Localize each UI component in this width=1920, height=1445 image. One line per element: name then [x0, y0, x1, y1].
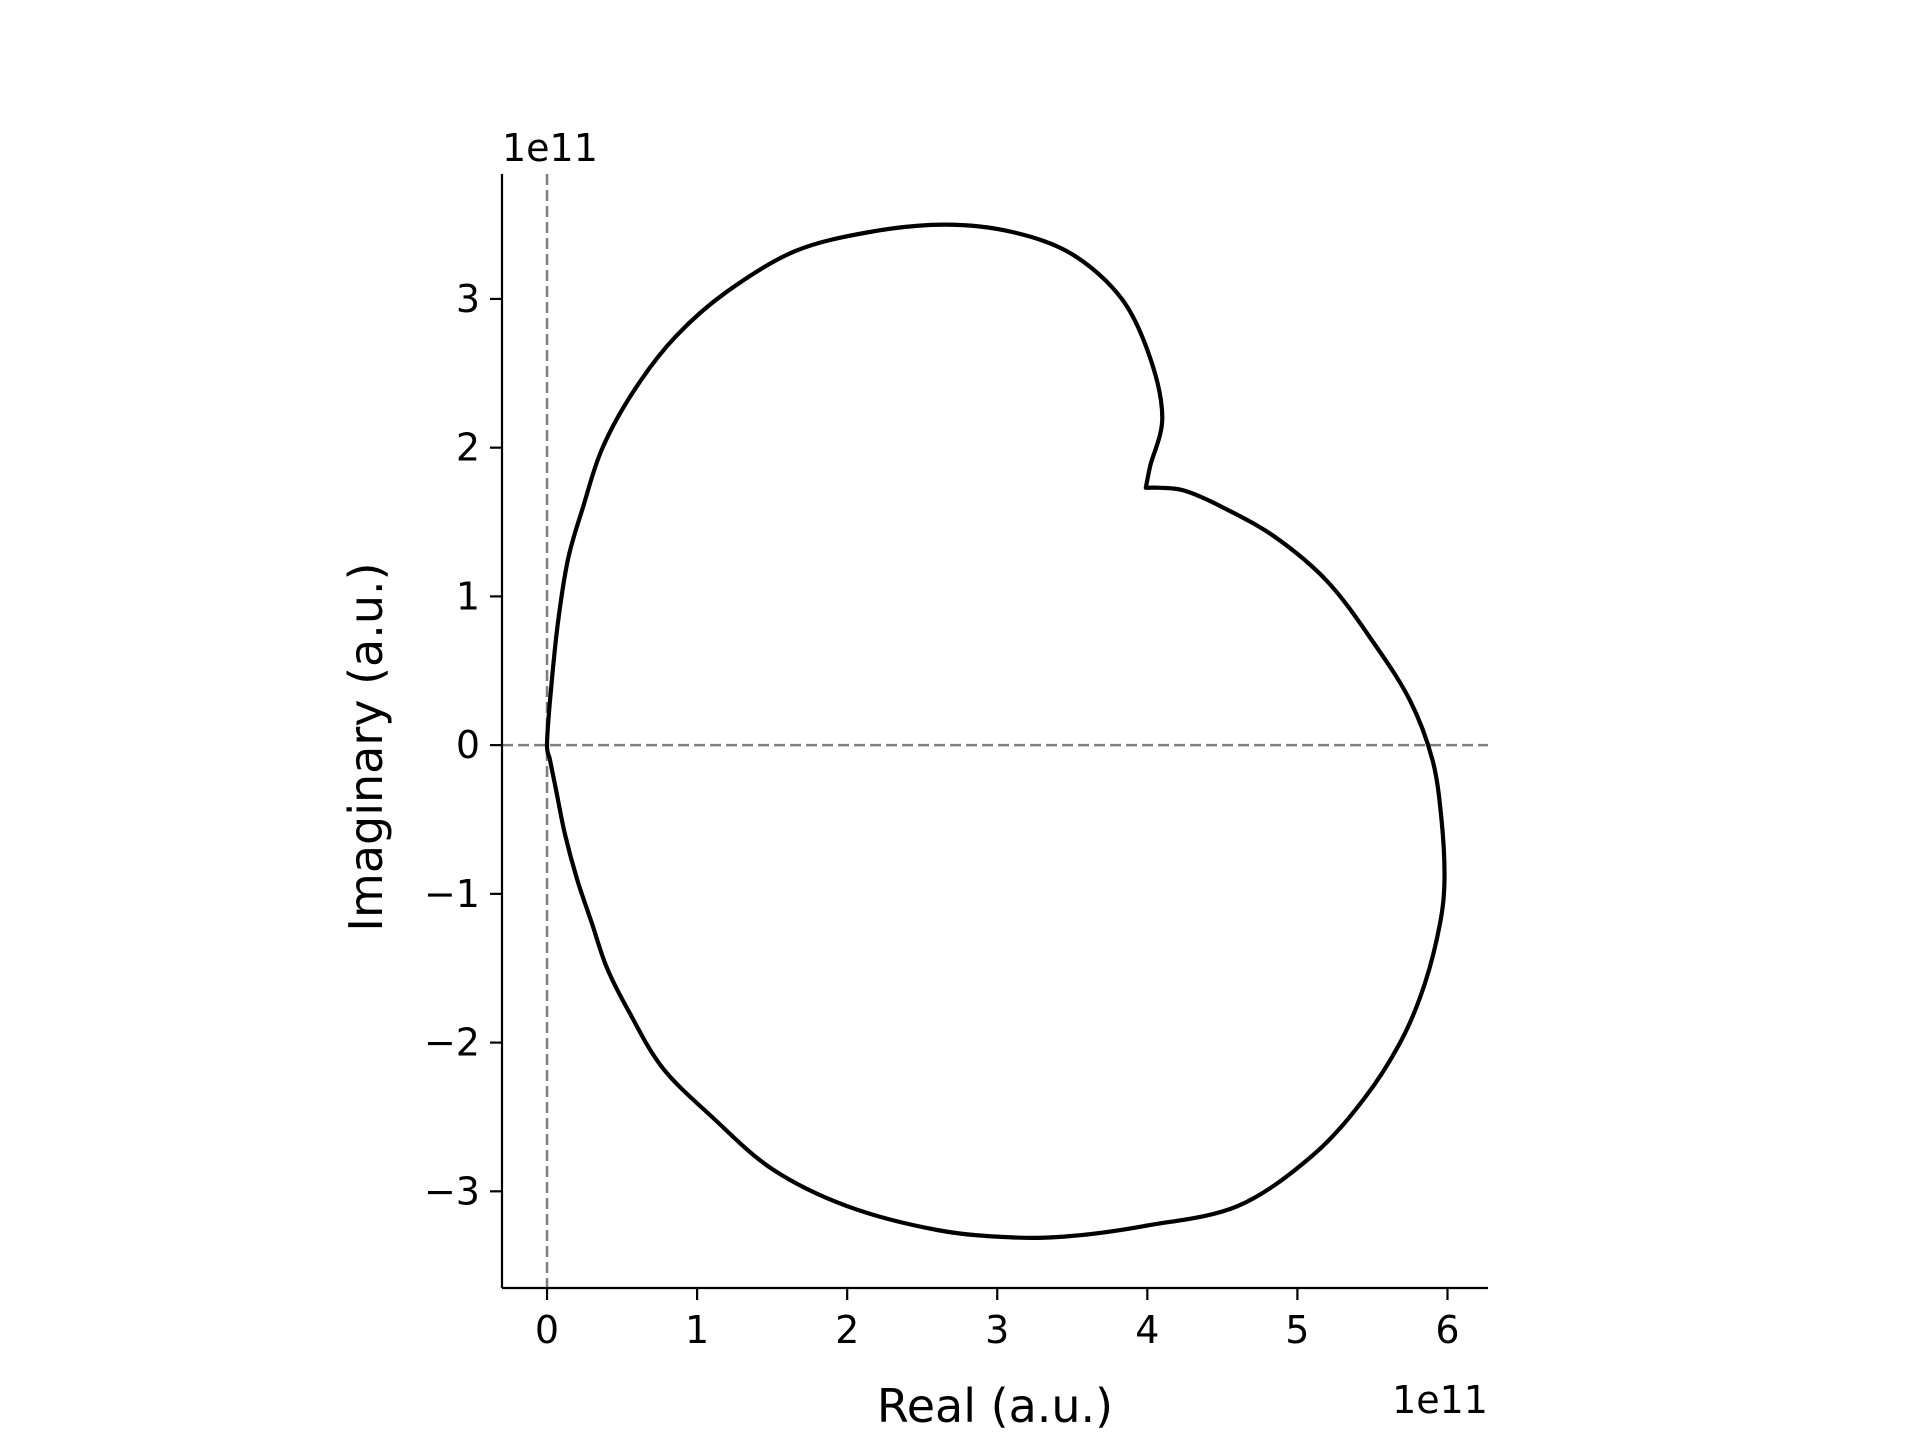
x-tick-label: 5	[1285, 1308, 1309, 1352]
x-tick-label: 2	[835, 1308, 859, 1352]
x-tick-label: 3	[985, 1308, 1009, 1352]
y-tick-label: 2	[456, 426, 480, 470]
y-tick-label: 1	[456, 574, 480, 618]
y-axis-label: Imaginary (a.u.)	[339, 562, 393, 931]
x-tick-label: 4	[1135, 1308, 1159, 1352]
x-tick-label: 1	[685, 1308, 709, 1352]
x-tick-label: 6	[1435, 1308, 1459, 1352]
axes-layer	[500, 174, 1488, 1290]
x-axis-label: Real (a.u.)	[877, 1379, 1113, 1433]
x-tick-label: 0	[535, 1308, 559, 1352]
series-layer	[544, 222, 1447, 1240]
reference-lines	[502, 174, 1488, 1288]
y-tick-label: −1	[424, 872, 480, 916]
y-tick-label: −3	[424, 1169, 480, 1213]
x-axis-offset-text: 1e11	[1392, 1378, 1488, 1422]
y-axis-offset-text: 1e11	[502, 126, 598, 170]
ticks-layer: 0 1 2 3 4 5 6 −3 −2 −1 0 1 2 3	[424, 277, 1460, 1352]
series-line-0	[544, 222, 1447, 1240]
y-tick-label: 0	[456, 723, 480, 767]
y-tick-label: −2	[424, 1021, 480, 1065]
y-tick-label: 3	[456, 277, 480, 321]
